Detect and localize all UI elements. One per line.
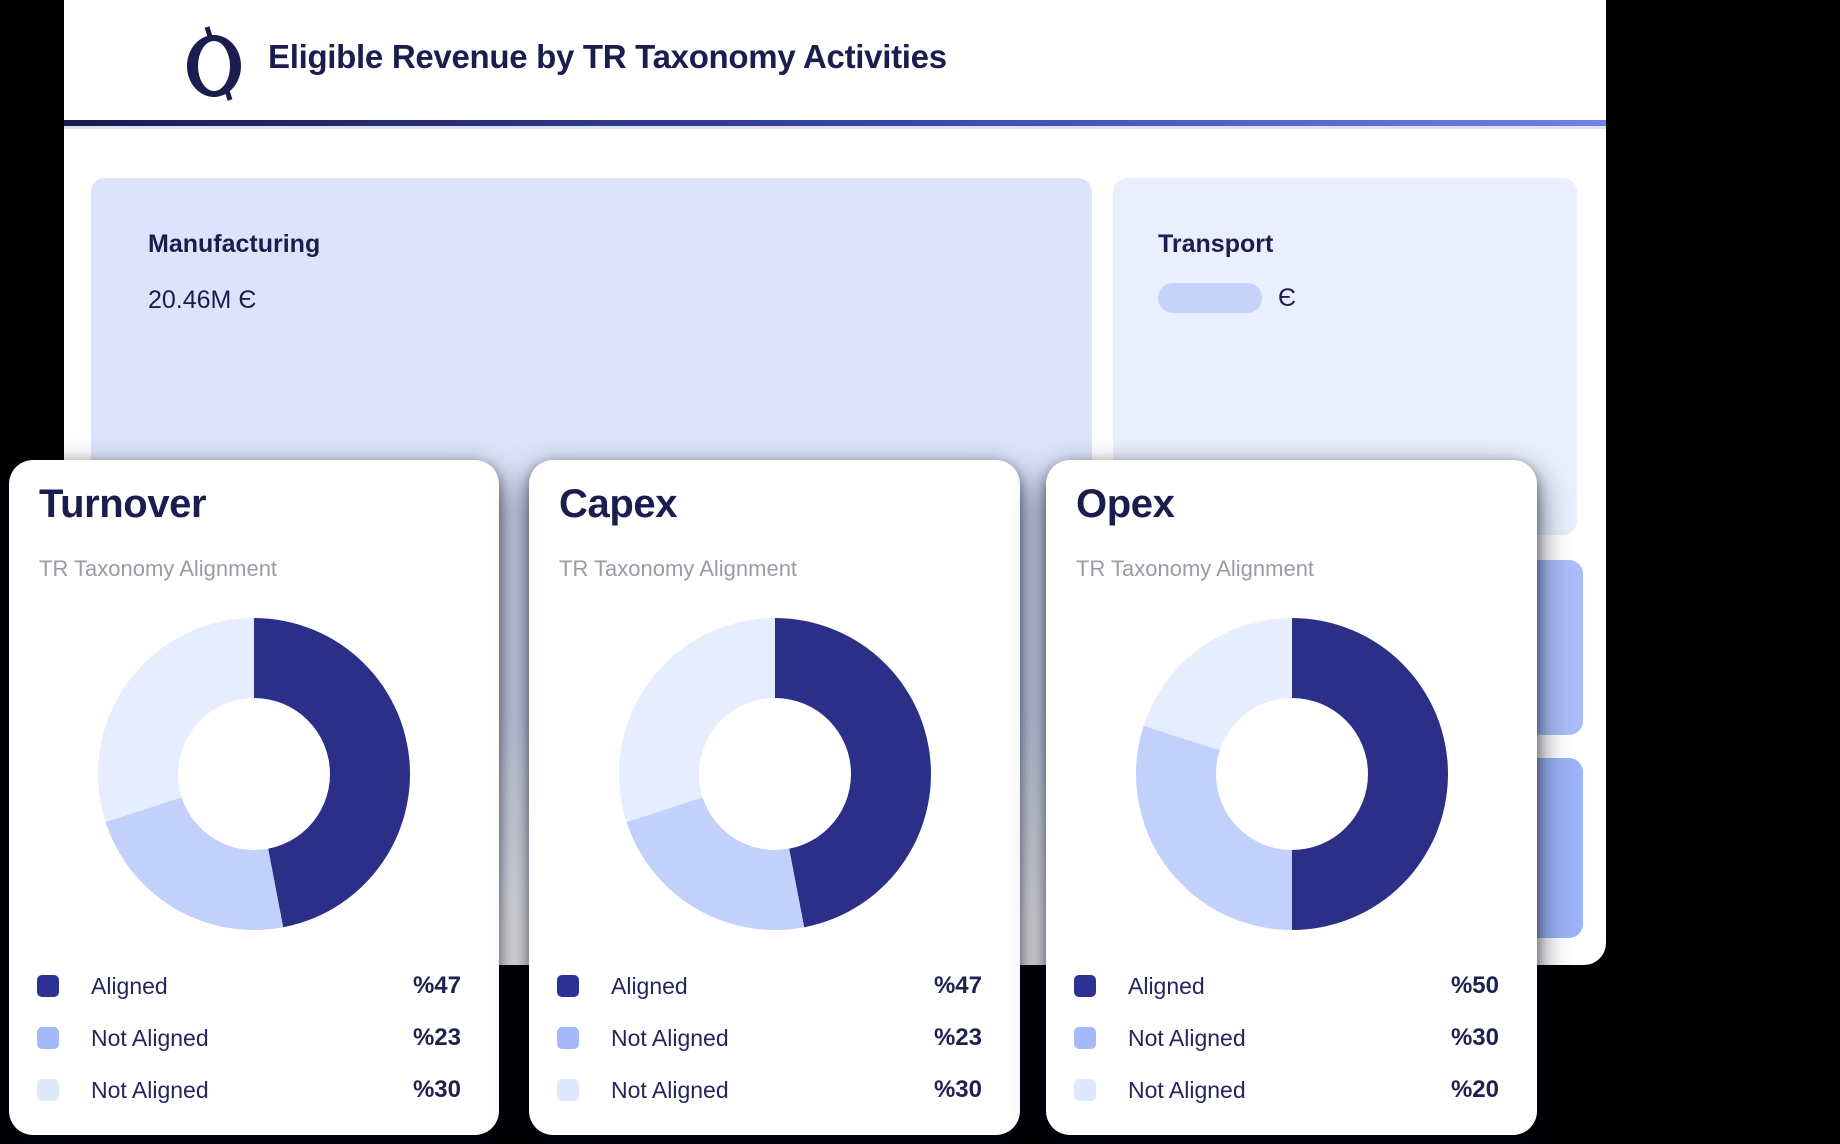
opex-donut-chart[interactable] [1135, 618, 1448, 930]
legend-swatch-not-aligned [1074, 1027, 1096, 1049]
treemap-box-value: 20.46M Є [148, 286, 257, 314]
card-title: Opex [1076, 482, 1175, 526]
legend-swatch-aligned [1074, 975, 1096, 997]
legend-row: Aligned %47 [557, 960, 982, 1012]
redacted-value-pill [1158, 283, 1262, 313]
card-title: Turnover [39, 482, 207, 526]
card-title: Capex [559, 482, 678, 526]
page-title: Eligible Revenue by TR Taxonomy Activiti… [268, 38, 947, 75]
card-subtitle: TR Taxonomy Alignment [559, 556, 798, 581]
legend-swatch-not-aligned-light [557, 1079, 579, 1101]
treemap-box-label: Transport [1158, 230, 1274, 258]
card-subtitle: TR Taxonomy Alignment [1076, 556, 1315, 581]
brand-logo-icon [187, 26, 241, 101]
legend: Aligned %47 Not Aligned %23 Not Aligned … [557, 960, 982, 1116]
treemap-box-label: Manufacturing [148, 230, 321, 258]
card-capex: Capex TR Taxonomy Alignment Aligned %47 … [529, 460, 1020, 1135]
capex-donut-chart[interactable] [618, 618, 931, 930]
legend-row: Not Aligned %30 [1074, 1012, 1499, 1064]
legend-swatch-not-aligned-light [37, 1079, 59, 1101]
legend-swatch-aligned [557, 975, 579, 997]
header-divider-shadow [64, 126, 1606, 129]
legend-row: Not Aligned %23 [557, 1012, 982, 1064]
legend-swatch-not-aligned [37, 1027, 59, 1049]
donut-hole [1215, 698, 1368, 850]
legend: Aligned %47 Not Aligned %23 Not Aligned … [37, 960, 461, 1116]
legend-swatch-not-aligned [557, 1027, 579, 1049]
legend-row: Aligned %47 [37, 960, 461, 1012]
currency-symbol: Є [1278, 283, 1296, 312]
card-subtitle: TR Taxonomy Alignment [39, 556, 278, 581]
legend-row: Aligned %50 [1074, 960, 1499, 1012]
donut-hole [698, 698, 851, 850]
treemap-box-value-row: Є [1158, 283, 1296, 313]
legend: Aligned %50 Not Aligned %30 Not Aligned … [1074, 960, 1499, 1116]
legend-swatch-not-aligned-light [1074, 1079, 1096, 1101]
legend-row: Not Aligned %23 [37, 1012, 461, 1064]
legend-row: Not Aligned %20 [1074, 1064, 1499, 1116]
legend-row: Not Aligned %30 [37, 1064, 461, 1116]
card-turnover: Turnover TR Taxonomy Alignment Aligned %… [9, 460, 499, 1135]
card-opex: Opex TR Taxonomy Alignment Aligned %50 N… [1046, 460, 1537, 1135]
header-divider [64, 120, 1606, 126]
legend-row: Not Aligned %30 [557, 1064, 982, 1116]
donut-hole [178, 698, 330, 850]
legend-swatch-aligned [37, 975, 59, 997]
turnover-donut-chart[interactable] [98, 618, 410, 930]
